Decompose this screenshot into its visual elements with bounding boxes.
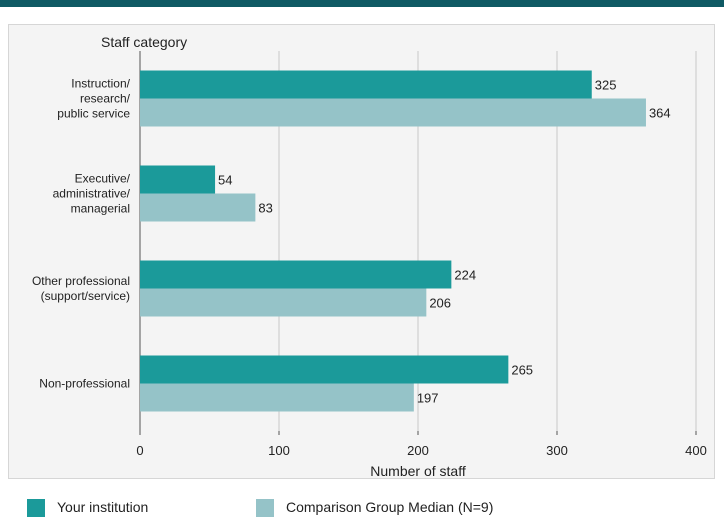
- chart-frame: 0 100 200 300 400 Staff category Number of sta…: [8, 24, 715, 479]
- bar-value-label: 224: [454, 268, 476, 283]
- bar-value-label: 364: [649, 106, 671, 121]
- bar-value-label: 83: [258, 201, 272, 216]
- x-tick-label: 200: [407, 443, 429, 458]
- x-tick-label: 400: [685, 443, 707, 458]
- bar-comparison-group: [140, 193, 256, 222]
- x-axis-title: Number of staff: [370, 463, 466, 479]
- bar-your-institution: [140, 70, 592, 99]
- bar-value-label: 325: [595, 78, 617, 93]
- category-label: managerial: [71, 202, 130, 216]
- x-tick-label: 100: [268, 443, 290, 458]
- legend-swatch-your-institution: [27, 499, 45, 517]
- category-label: Executive/: [75, 172, 131, 186]
- bar-chart: 0 100 200 300 400 Staff category Number of sta…: [32, 34, 707, 479]
- top-accent-bar: [0, 0, 724, 7]
- chart-legend: Your institution Comparison Group Median…: [0, 497, 724, 518]
- legend-label-comparison-group: Comparison Group Median (N=9): [286, 499, 494, 515]
- bar-value-label: 265: [511, 363, 533, 378]
- bar-comparison-group: [140, 383, 414, 412]
- category-label: (support/service): [41, 289, 130, 303]
- x-tick-label: 300: [546, 443, 568, 458]
- category-label: research/: [80, 92, 131, 106]
- y-axis-title: Staff category: [101, 34, 187, 50]
- bar-your-institution: [140, 165, 216, 194]
- bar-comparison-group: [140, 288, 427, 317]
- bar-your-institution: [140, 260, 452, 289]
- category-label: public service: [57, 107, 130, 121]
- legend-label-your-institution: Your institution: [57, 499, 149, 515]
- category-label: Non-professional: [39, 377, 130, 391]
- category-label: Instruction/: [71, 77, 130, 91]
- category-label: administrative/: [53, 187, 131, 201]
- x-tick-label: 0: [136, 443, 143, 458]
- bar-value-label: 206: [429, 296, 451, 311]
- category-label: Other professional: [32, 274, 130, 288]
- bar-value-label: 197: [417, 391, 439, 406]
- legend-swatch-comparison-group: [256, 499, 274, 517]
- bar-your-institution: [140, 355, 509, 384]
- bar-value-label: 54: [218, 173, 232, 188]
- bar-comparison-group: [140, 98, 646, 127]
